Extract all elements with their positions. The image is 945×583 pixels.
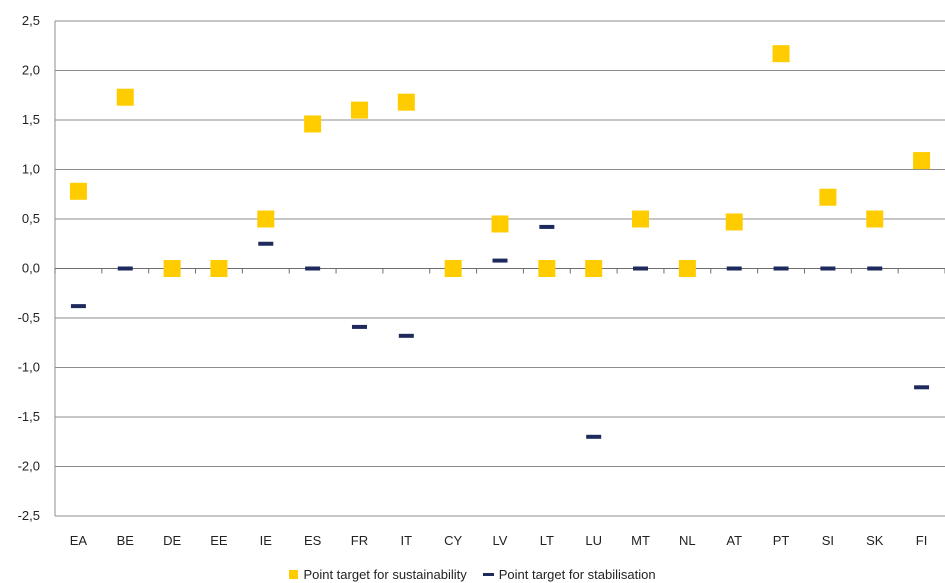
stabilisation-marker bbox=[586, 434, 602, 439]
y-tick-label: -2,5 bbox=[18, 508, 40, 523]
sustainability-marker bbox=[585, 260, 603, 277]
x-tick-label: CY bbox=[444, 533, 462, 548]
x-tick-label: IT bbox=[401, 533, 413, 548]
stabilisation-marker bbox=[258, 241, 274, 246]
x-tick-label: FI bbox=[916, 533, 928, 548]
y-tick-label: -1,0 bbox=[18, 360, 40, 375]
sustainability-marker bbox=[538, 260, 556, 277]
x-tick-label: EE bbox=[210, 533, 228, 548]
y-tick-label: -1,5 bbox=[18, 409, 40, 424]
stabilisation-marker bbox=[726, 266, 742, 271]
sustainability-marker bbox=[304, 115, 322, 133]
y-tick-label: 0,5 bbox=[22, 211, 40, 226]
sustainability-marker bbox=[163, 260, 181, 277]
sustainability-marker bbox=[210, 260, 228, 277]
sustainability-marker bbox=[257, 210, 275, 228]
sustainability-marker bbox=[678, 260, 696, 277]
y-tick-labels: 2,5 2,0 1,5 1,0 0,5 0,0 -0,5 -1,0 -1,5 -2,0 -2,5 bbox=[18, 13, 40, 523]
sustainability-marker bbox=[866, 210, 884, 228]
stabilisation-marker bbox=[305, 266, 321, 271]
y-tick-label: 0,0 bbox=[22, 261, 40, 276]
stabilisation-marker bbox=[773, 266, 789, 271]
legend-label-stabilisation: Point target for stabilisation bbox=[498, 567, 656, 582]
sustainability-marker bbox=[913, 152, 931, 170]
sustainability-marker bbox=[819, 188, 837, 206]
axes bbox=[54, 21, 945, 516]
sustainability-marker bbox=[116, 88, 134, 106]
x-tick-label: LV bbox=[493, 533, 508, 548]
legend-item-sustainability: Point target for sustainability bbox=[289, 567, 467, 582]
stabilisation-marker bbox=[351, 324, 367, 329]
stabilisation-marker bbox=[867, 266, 883, 271]
sustainability-marker bbox=[69, 182, 87, 200]
sustainability-marker bbox=[350, 101, 368, 119]
legend-item-stabilisation: Point target for stabilisation bbox=[482, 567, 656, 582]
x-tick-label: ES bbox=[304, 533, 322, 548]
y-tick-label: 2,0 bbox=[22, 63, 40, 78]
y-tick-label: 1,5 bbox=[22, 112, 40, 127]
x-tick-label: LT bbox=[540, 533, 554, 548]
stabilisation-marker bbox=[398, 333, 414, 338]
x-tick-label: SI bbox=[822, 533, 834, 548]
x-tick-label: DE bbox=[163, 533, 181, 548]
sustainability-marker bbox=[444, 260, 462, 277]
x-tick-label: MT bbox=[631, 533, 650, 548]
stabilisation-marker bbox=[914, 385, 930, 390]
y-tick-label: 2,5 bbox=[22, 13, 40, 28]
x-tick-label: FR bbox=[351, 533, 368, 548]
sustainability-marker bbox=[397, 93, 415, 111]
sustainability-marker bbox=[725, 213, 743, 231]
y-tick-label: 1,0 bbox=[22, 162, 40, 177]
x-tick-labels: EA BE DE EE IE ES FR IT CY LV LT LU MT NL AT PT SI SK FI bbox=[70, 533, 928, 548]
sustainability-marker bbox=[772, 45, 790, 63]
legend-swatch-stabilisation bbox=[482, 573, 494, 576]
sustainability-marker bbox=[632, 210, 650, 228]
legend-label-sustainability: Point target for sustainability bbox=[303, 567, 467, 582]
x-tick-label: AT bbox=[726, 533, 742, 548]
stabilisation-marker bbox=[633, 266, 649, 271]
series-marks bbox=[69, 45, 931, 439]
y-tick-label: -0,5 bbox=[18, 310, 40, 325]
x-tick-label: SK bbox=[866, 533, 884, 548]
x-tick-label: EA bbox=[70, 533, 88, 548]
legend-swatch-sustainability bbox=[289, 570, 299, 579]
stabilisation-marker bbox=[492, 258, 508, 263]
y-tick-label: -2,0 bbox=[18, 459, 40, 474]
stabilisation-marker bbox=[539, 224, 555, 229]
x-tick-label: NL bbox=[679, 533, 696, 548]
sustainability-marker bbox=[491, 215, 509, 233]
stabilisation-marker bbox=[117, 266, 133, 271]
legend: Point target for sustainability Point ta… bbox=[0, 566, 945, 583]
x-tick-label: LU bbox=[585, 533, 602, 548]
x-tick-label: IE bbox=[260, 533, 273, 548]
x-tick-label: BE bbox=[117, 533, 135, 548]
stabilisation-marker bbox=[820, 266, 836, 271]
x-tick-label: PT bbox=[773, 533, 790, 548]
stabilisation-marker bbox=[70, 304, 86, 309]
